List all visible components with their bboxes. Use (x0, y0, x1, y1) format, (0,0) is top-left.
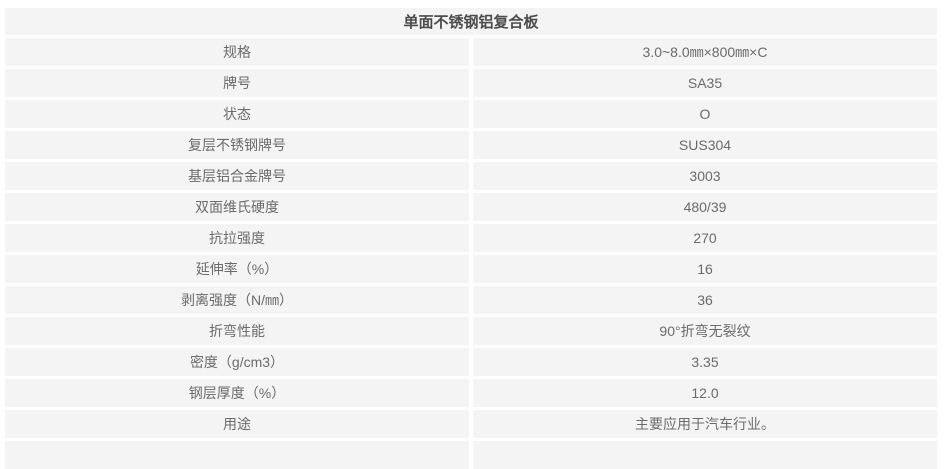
table-row: 基层铝合金牌号 3003 (5, 162, 937, 190)
table-row: 牌号 SA35 (5, 69, 937, 97)
row-label: 抗拉强度 (5, 224, 469, 252)
row-value: 12.0 (473, 379, 937, 407)
row-value (473, 441, 937, 469)
row-value: O (473, 100, 937, 128)
table-row-partial (5, 441, 937, 469)
row-value: 16 (473, 255, 937, 283)
table-row: 用途 主要应用于汽车行业。 (5, 410, 937, 438)
row-value: SA35 (473, 69, 937, 97)
row-value: 270 (473, 224, 937, 252)
row-label: 基层铝合金牌号 (5, 162, 469, 190)
row-label: 剥离强度（N/㎜） (5, 286, 469, 314)
row-label: 密度（g/cm3） (5, 348, 469, 376)
table-row: 延伸率（%） 16 (5, 255, 937, 283)
row-label: 复层不锈钢牌号 (5, 131, 469, 159)
table-row: 抗拉强度 270 (5, 224, 937, 252)
row-value: 36 (473, 286, 937, 314)
row-value: SUS304 (473, 131, 937, 159)
row-value: 3.35 (473, 348, 937, 376)
product-spec-table: 单面不锈钢铝复合板 规格 3.0~8.0㎜×800㎜×C 牌号 SA35 状态 … (5, 8, 937, 469)
table-row: 钢层厚度（%） 12.0 (5, 379, 937, 407)
table-row: 双面维氏硬度 480/39 (5, 193, 937, 221)
table-row: 密度（g/cm3） 3.35 (5, 348, 937, 376)
table-row: 状态 O (5, 100, 937, 128)
table-row: 规格 3.0~8.0㎜×800㎜×C (5, 38, 937, 66)
table-row: 复层不锈钢牌号 SUS304 (5, 131, 937, 159)
table-row: 折弯性能 90°折弯无裂纹 (5, 317, 937, 345)
row-label: 延伸率（%） (5, 255, 469, 283)
row-value: 3003 (473, 162, 937, 190)
row-value: 主要应用于汽车行业。 (473, 410, 937, 438)
row-label (5, 441, 469, 469)
row-value: 480/39 (473, 193, 937, 221)
row-label: 牌号 (5, 69, 469, 97)
row-label: 双面维氏硬度 (5, 193, 469, 221)
table-title: 单面不锈钢铝复合板 (5, 8, 937, 35)
row-value: 3.0~8.0㎜×800㎜×C (473, 38, 937, 66)
row-value: 90°折弯无裂纹 (473, 317, 937, 345)
row-label: 钢层厚度（%） (5, 379, 469, 407)
row-label: 折弯性能 (5, 317, 469, 345)
row-label: 用途 (5, 410, 469, 438)
row-label: 规格 (5, 38, 469, 66)
table-row: 剥离强度（N/㎜） 36 (5, 286, 937, 314)
row-label: 状态 (5, 100, 469, 128)
